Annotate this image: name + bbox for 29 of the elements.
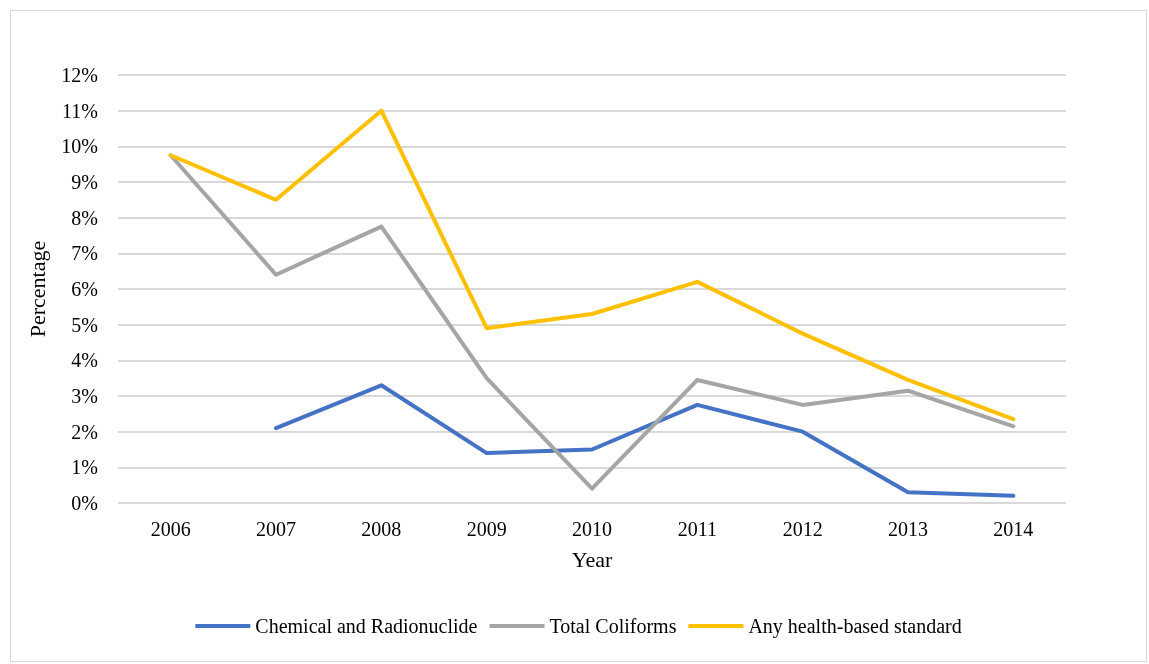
y-tick-label: 6% <box>71 278 98 300</box>
x-tick-label: 2010 <box>572 518 612 540</box>
y-tick-label: 7% <box>71 242 98 265</box>
y-tick-label: 5% <box>71 313 98 336</box>
x-tick-label: 2013 <box>888 518 928 540</box>
x-tick-label: 2012 <box>782 518 823 540</box>
x-axis-title: Year <box>571 546 613 572</box>
legend-label: Chemical and Radionuclide <box>255 615 478 637</box>
y-tick-label: 4% <box>71 349 98 372</box>
line-series <box>168 108 1016 422</box>
legend-label: Total Coliforms <box>549 615 677 637</box>
y-tick-label: 2% <box>71 420 98 443</box>
line-series <box>274 383 1016 498</box>
x-tick-label: 2009 <box>466 518 507 540</box>
x-tick-label: 2014 <box>993 518 1034 540</box>
y-tick-label: 1% <box>71 456 98 479</box>
y-tick-label: 12% <box>61 64 98 86</box>
y-tick-label: 3% <box>71 385 98 407</box>
y-tick-label: 0% <box>71 492 98 514</box>
y-tick-label: 10% <box>61 135 98 158</box>
x-tick-label: 2008 <box>361 518 402 540</box>
legend-label: Any health-based standard <box>748 615 962 638</box>
x-tick-label: 2007 <box>256 518 296 540</box>
y-tick-label: 8% <box>71 206 98 229</box>
x-tick-label: 2006 <box>150 518 191 540</box>
y-axis-title: Percentage <box>24 240 50 338</box>
y-tick-label: 11% <box>62 99 98 122</box>
y-tick-label: 9% <box>71 171 98 193</box>
x-tick-label: 2011 <box>677 518 717 540</box>
